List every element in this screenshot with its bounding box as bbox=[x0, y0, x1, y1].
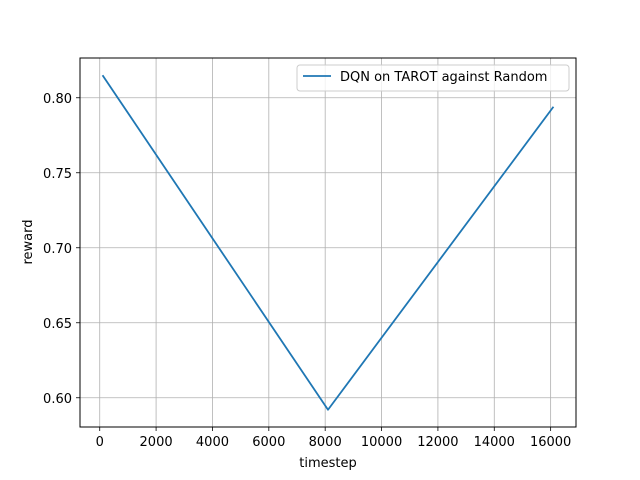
series-layer bbox=[101, 74, 555, 411]
x-tick-label: 12000 bbox=[417, 435, 458, 450]
x-tick-label: 4000 bbox=[196, 435, 229, 450]
y-tick-label: 0.80 bbox=[43, 92, 72, 107]
y-tick-label: 0.60 bbox=[43, 392, 72, 407]
y-tick-label: 0.65 bbox=[43, 317, 72, 332]
series-line bbox=[101, 74, 555, 411]
x-axis-label: timestep bbox=[299, 456, 357, 471]
y-axis-label: reward bbox=[21, 219, 36, 264]
x-tick-label: 16000 bbox=[530, 435, 571, 450]
x-tick-label: 6000 bbox=[252, 435, 285, 450]
tick-layer: 0 2000 4000 6000 8000 10000 12000 14000 16000 0.6… bbox=[43, 92, 571, 450]
x-tick-label: 14000 bbox=[474, 435, 515, 450]
grid-lines bbox=[80, 58, 576, 427]
x-tick-label: 8000 bbox=[309, 435, 342, 450]
x-tick-label: 2000 bbox=[140, 435, 173, 450]
y-tick-label: 0.70 bbox=[43, 242, 72, 257]
x-tick-label: 0 bbox=[96, 435, 104, 450]
legend-box bbox=[296, 64, 570, 92]
legend-label: DQN on TAROT against Random bbox=[340, 70, 547, 85]
x-tick-label: 10000 bbox=[361, 435, 402, 450]
y-tick-label: 0.75 bbox=[43, 167, 72, 182]
legend: DQN on TAROT against Random bbox=[296, 64, 570, 92]
plot-frame bbox=[79, 57, 577, 428]
